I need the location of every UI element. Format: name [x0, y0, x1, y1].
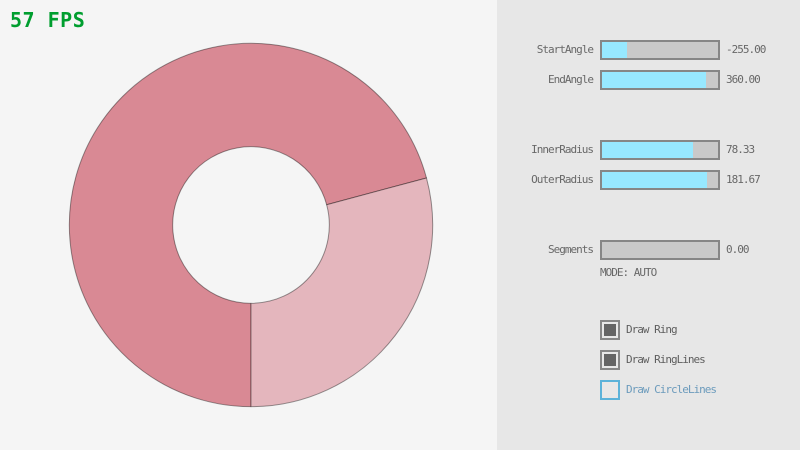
draw-ring-checkbox[interactable]: [600, 320, 620, 340]
start-angle-value: -255.00: [726, 43, 766, 56]
draw-ring-checkbox-row: Draw Ring: [600, 320, 800, 340]
segments-value: 0.00: [726, 243, 749, 256]
slider-row-outer-radius: OuterRadius 181.67: [0, 170, 800, 190]
outer-radius-value: 181.67: [726, 173, 761, 186]
end-angle-slider-fill: [602, 72, 707, 88]
inner-radius-label: InnerRadius: [531, 143, 594, 156]
inner-radius-slider[interactable]: [600, 140, 720, 160]
segments-mode-label: MODE: AUTO: [600, 266, 657, 279]
end-angle-value: 360.00: [726, 73, 761, 86]
ring-sector-double-alpha: [68, 42, 428, 408]
outer-radius-label: OuterRadius: [531, 173, 594, 186]
outer-radius-slider[interactable]: [600, 170, 720, 190]
ring-sector-single-alpha: [250, 177, 434, 408]
segments-label: Segments: [548, 243, 594, 256]
inner-radius-value: 78.33: [726, 143, 755, 156]
fps-counter: 57 FPS: [10, 8, 86, 32]
end-angle-label: EndAngle: [548, 73, 594, 86]
start-angle-slider-fill: [602, 42, 628, 58]
draw-circlelines-checkbox-row: Draw CircleLines: [600, 380, 800, 400]
start-angle-label: StartAngle: [536, 43, 594, 56]
end-angle-slider[interactable]: [600, 70, 720, 90]
slider-row-segments: Segments 0.00: [0, 240, 800, 260]
segments-slider[interactable]: [600, 240, 720, 260]
draw-ring-checkbox-check: [604, 324, 616, 336]
draw-ring-label: Draw Ring: [626, 323, 678, 336]
start-angle-slider[interactable]: [600, 40, 720, 60]
slider-row-inner-radius: InnerRadius 78.33: [0, 140, 800, 160]
draw-circlelines-checkbox[interactable]: [600, 380, 620, 400]
outer-radius-slider-fill: [602, 172, 708, 188]
draw-ringlines-label: Draw RingLines: [626, 353, 706, 366]
inner-radius-slider-fill: [602, 142, 693, 158]
slider-row-end-angle: EndAngle 360.00: [0, 70, 800, 90]
slider-row-start-angle: StartAngle -255.00: [0, 40, 800, 60]
draw-ringlines-checkbox-row: Draw RingLines: [600, 350, 800, 370]
draw-circlelines-label: Draw CircleLines: [626, 383, 717, 396]
draw-ringlines-checkbox-check: [604, 354, 616, 366]
draw-ringlines-checkbox[interactable]: [600, 350, 620, 370]
